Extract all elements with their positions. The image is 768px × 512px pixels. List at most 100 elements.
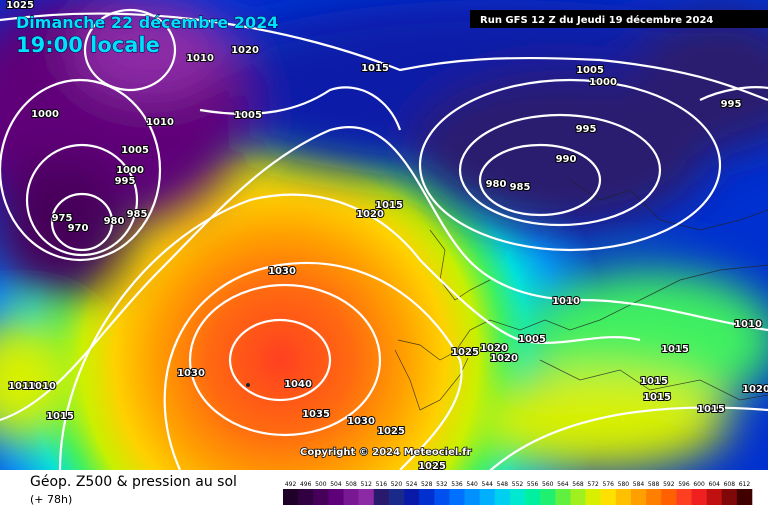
isobar bbox=[199, 86, 402, 131]
colorbar-label: 568 bbox=[572, 481, 584, 488]
colorbar-label: 496 bbox=[300, 481, 312, 488]
colorbar-label: 580 bbox=[618, 481, 630, 488]
colorbar-swatch bbox=[540, 489, 556, 505]
colorbar-label: 520 bbox=[391, 481, 403, 488]
colorbar-swatch bbox=[706, 489, 723, 505]
colorbar-swatch bbox=[600, 489, 617, 505]
colorbar-swatch bbox=[646, 489, 662, 505]
pressure-label: 1025 bbox=[418, 461, 446, 472]
field-blob bbox=[70, 0, 230, 100]
pressure-label: 1025 bbox=[377, 426, 405, 437]
coastline bbox=[397, 264, 768, 361]
colorbar-swatch bbox=[525, 489, 541, 505]
pressure-label: 1000 bbox=[31, 109, 59, 120]
pressure-label: 1030 bbox=[268, 266, 296, 277]
pressure-label: 1020 bbox=[231, 45, 259, 56]
colorbar-label: 588 bbox=[648, 481, 660, 488]
colorbar-swatch bbox=[358, 489, 375, 505]
isobar bbox=[478, 143, 602, 217]
colorbar-swatch bbox=[691, 489, 707, 505]
colorbar-label: 512 bbox=[360, 481, 372, 488]
colorbar-label: 548 bbox=[497, 481, 509, 488]
pressure-label: 1020 bbox=[356, 209, 384, 220]
colorbar-swatch bbox=[630, 489, 647, 505]
colorbar-swatch bbox=[388, 489, 405, 505]
isobar bbox=[418, 78, 722, 252]
colorbar-swatch bbox=[736, 489, 753, 505]
pressure-label: 1030 bbox=[177, 368, 205, 379]
colorbar-swatch bbox=[373, 489, 390, 505]
field-blob bbox=[410, 70, 710, 230]
local-time: 19:00 locale bbox=[16, 33, 160, 57]
pressure-label: 1010 bbox=[186, 53, 214, 64]
pressure-label: 1030 bbox=[347, 416, 375, 427]
pressure-label: 1000 bbox=[589, 77, 617, 88]
coastline bbox=[569, 179, 768, 231]
colorbar-label: 528 bbox=[421, 481, 433, 488]
colorbar-swatch bbox=[434, 489, 450, 505]
pressure-label: 995 bbox=[115, 176, 136, 187]
date: Dimanche 22 décembre 2024 bbox=[16, 13, 278, 32]
isobar bbox=[0, 126, 768, 422]
colorbar-swatch bbox=[404, 489, 420, 505]
colorbar-swatch bbox=[509, 489, 526, 505]
isobar bbox=[458, 113, 662, 227]
isobar bbox=[83, 8, 177, 92]
colorbar-swatch bbox=[585, 489, 602, 505]
colorbar-swatch bbox=[721, 489, 738, 505]
pressure-label: 1010 bbox=[552, 296, 580, 307]
pressure-label: 1005 bbox=[121, 145, 149, 156]
colorbar-label: 572 bbox=[587, 481, 599, 488]
colorbar-swatch bbox=[449, 489, 465, 505]
colorbar-swatch bbox=[464, 489, 480, 505]
isobar bbox=[50, 192, 114, 252]
pressure-label: 1010 bbox=[8, 381, 36, 392]
isobar bbox=[188, 283, 382, 437]
colorbar-label: 544 bbox=[482, 481, 494, 488]
pressure-label: 1035 bbox=[302, 409, 330, 420]
colorbar-swatch bbox=[615, 489, 632, 505]
colorbar-swatch bbox=[555, 489, 571, 505]
pressure-label: 1015 bbox=[640, 376, 668, 387]
coastline bbox=[539, 359, 768, 401]
coastline bbox=[429, 229, 491, 301]
pressure-label: 1010 bbox=[28, 381, 56, 392]
isobar bbox=[25, 143, 139, 257]
colorbar-label: 576 bbox=[603, 481, 615, 488]
pressure-label: 1015 bbox=[661, 344, 689, 355]
colorbar-label: 492 bbox=[285, 481, 297, 488]
field-blob bbox=[470, 370, 730, 470]
copyright: Copyright © 2024 Meteociel.fr bbox=[300, 447, 471, 458]
colorbar-label: 524 bbox=[406, 481, 418, 488]
pressure-label: 985 bbox=[510, 182, 531, 193]
colorbar-label: 608 bbox=[724, 481, 736, 488]
colorbar-label: 596 bbox=[678, 481, 690, 488]
isobar bbox=[163, 262, 463, 471]
colorbar-swatch bbox=[313, 489, 329, 505]
colorbar-label: 500 bbox=[315, 481, 327, 488]
pressure-label: 995 bbox=[721, 99, 742, 110]
pressure-label: 1020 bbox=[480, 343, 508, 354]
pressure-label: 1020 bbox=[742, 384, 768, 395]
footer-title: Géop. Z500 & pression au sol bbox=[30, 474, 237, 490]
colorbar-swatch bbox=[328, 489, 344, 505]
isobar bbox=[699, 86, 768, 101]
colorbar-swatch bbox=[343, 489, 359, 505]
colorbar-swatch bbox=[570, 489, 586, 505]
isobar bbox=[58, 193, 641, 471]
pressure-label: 1040 bbox=[284, 379, 312, 390]
colorbar-swatch bbox=[298, 489, 314, 505]
pressure-label: 1005 bbox=[576, 65, 604, 76]
colorbar-swatch bbox=[283, 489, 299, 505]
geopotential-field bbox=[0, 0, 768, 470]
run-info: Run GFS 12 Z du Jeudi 19 décembre 2024 bbox=[480, 14, 713, 26]
colorbar-label: 504 bbox=[330, 481, 342, 488]
field-blob bbox=[630, 10, 768, 150]
pressure-label: 995 bbox=[576, 124, 597, 135]
pressure-label: 1005 bbox=[518, 334, 546, 345]
footer: Géop. Z500 & pression au sol (+ 78h) 492… bbox=[0, 470, 768, 512]
colorbar-label: 604 bbox=[708, 481, 720, 488]
pressure-label: 1015 bbox=[375, 200, 403, 211]
